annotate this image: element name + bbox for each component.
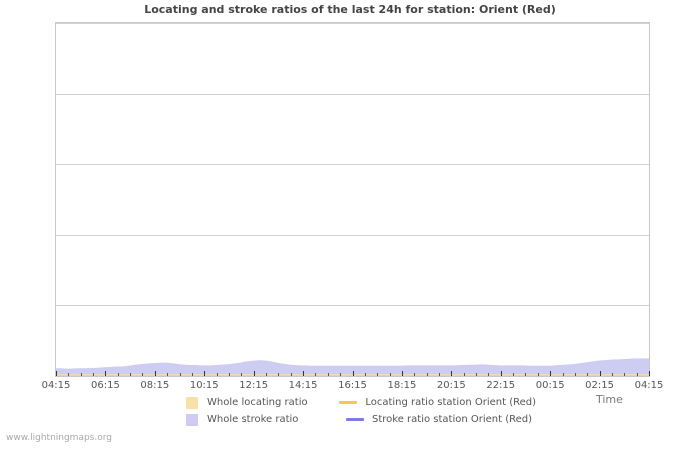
- legend-item-whole-stroke-ratio[interactable]: Whole stroke ratio: [186, 413, 346, 426]
- x-tick-mark-minor: [513, 373, 514, 376]
- x-tick-mark-minor: [587, 373, 588, 376]
- x-tick-mark: [105, 371, 106, 376]
- x-tick-mark-minor: [266, 373, 267, 376]
- x-tick-mark-minor: [217, 373, 218, 376]
- x-tick-label: 00:15: [535, 380, 565, 391]
- x-tick-label: 16:15: [338, 380, 367, 391]
- chart-title: Locating and stroke ratios of the last 2…: [144, 3, 556, 16]
- x-tick-mark-minor: [390, 373, 391, 376]
- legend-item-whole-locating-ratio[interactable]: Whole locating ratio: [186, 396, 339, 409]
- x-tick-mark-minor: [575, 373, 576, 376]
- x-tick-label: 22:15: [486, 380, 516, 391]
- gridline: [56, 164, 649, 165]
- legend-line-sample-icon: [346, 418, 364, 421]
- gridline: [56, 305, 649, 306]
- x-tick-mark: [451, 371, 452, 376]
- x-tick-mark-minor: [488, 373, 489, 376]
- gridline: [56, 235, 649, 236]
- x-tick-label: 14:15: [288, 380, 318, 391]
- x-tick-mark: [600, 371, 601, 376]
- legend-item-stroke-ratio-station[interactable]: Stroke ratio station Orient (Red): [346, 414, 532, 425]
- x-tick-label: 08:15: [140, 380, 170, 391]
- x-tick-mark: [254, 371, 255, 376]
- x-tick-mark: [550, 371, 551, 376]
- x-tick-mark-minor: [365, 373, 366, 376]
- x-tick-mark-minor: [377, 373, 378, 376]
- x-tick-mark: [501, 371, 502, 376]
- x-tick-mark: [56, 371, 57, 376]
- x-tick-mark-minor: [315, 373, 316, 376]
- x-tick-mark-minor: [340, 373, 341, 376]
- x-tick-mark-minor: [427, 373, 428, 376]
- gridline: [56, 23, 649, 24]
- x-tick-label: 06:15: [90, 380, 120, 391]
- x-tick-mark-minor: [563, 373, 564, 376]
- x-tick-mark: [155, 371, 156, 376]
- x-tick-label: 18:15: [387, 380, 417, 391]
- legend-area-swatch-icon: [186, 396, 198, 409]
- x-tick-mark-minor: [637, 373, 638, 376]
- x-tick-label: 04:15: [634, 380, 664, 391]
- legend-label: Stroke ratio station Orient (Red): [372, 414, 533, 425]
- x-tick-mark-minor: [612, 373, 613, 376]
- x-tick-mark-minor: [476, 373, 477, 376]
- x-tick-mark-minor: [68, 373, 69, 376]
- watermark: www.lightningmaps.org: [6, 433, 112, 443]
- legend-area-swatch-icon: [186, 413, 198, 426]
- legend-row: Whole locating ratio Locating ratio stat…: [186, 394, 536, 411]
- x-tick-mark: [303, 371, 304, 376]
- x-tick-label: 10:15: [189, 380, 219, 391]
- x-tick-mark-minor: [118, 373, 119, 376]
- legend-label: Locating ratio station Orient (Red): [365, 397, 536, 408]
- x-tick-mark-minor: [414, 373, 415, 376]
- x-tick-label: 02:15: [585, 380, 614, 391]
- x-tick-mark-minor: [624, 373, 625, 376]
- x-tick-mark-minor: [525, 373, 526, 376]
- x-tick-mark: [402, 371, 403, 376]
- chart-legend: Whole locating ratio Locating ratio stat…: [186, 394, 536, 428]
- x-tick-mark: [353, 371, 354, 376]
- x-tick-mark-minor: [93, 373, 94, 376]
- x-axis-label: Time: [596, 393, 623, 406]
- x-tick-mark-minor: [278, 373, 279, 376]
- legend-label: Whole locating ratio: [207, 397, 308, 408]
- x-tick-mark-minor: [167, 373, 168, 376]
- x-tick-mark: [649, 371, 650, 376]
- x-tick-mark-minor: [439, 373, 440, 376]
- x-tick-mark-minor: [180, 373, 181, 376]
- series-layer: [56, 358, 649, 376]
- x-tick-mark-minor: [464, 373, 465, 376]
- gridline: [56, 94, 649, 95]
- legend-label: Whole stroke ratio: [207, 414, 299, 425]
- x-tick-label: 20:15: [436, 380, 466, 391]
- x-tick-mark-minor: [130, 373, 131, 376]
- x-tick-mark-minor: [241, 373, 242, 376]
- x-tick-mark-minor: [81, 373, 82, 376]
- x-tick-mark-minor: [538, 373, 539, 376]
- x-tick-mark-minor: [291, 373, 292, 376]
- x-tick-label: 04:15: [41, 380, 71, 391]
- x-tick-mark-minor: [328, 373, 329, 376]
- x-tick-mark-minor: [142, 373, 143, 376]
- x-tick-label: 12:15: [239, 380, 269, 391]
- plot-area: [55, 22, 650, 377]
- x-tick-mark-minor: [192, 373, 193, 376]
- legend-row: Whole stroke ratio Stroke ratio station …: [186, 411, 536, 428]
- legend-line-sample-icon: [339, 401, 358, 404]
- x-tick-mark: [204, 371, 205, 376]
- legend-item-locating-ratio-station[interactable]: Locating ratio station Orient (Red): [339, 397, 536, 408]
- x-tick-mark-minor: [229, 373, 230, 376]
